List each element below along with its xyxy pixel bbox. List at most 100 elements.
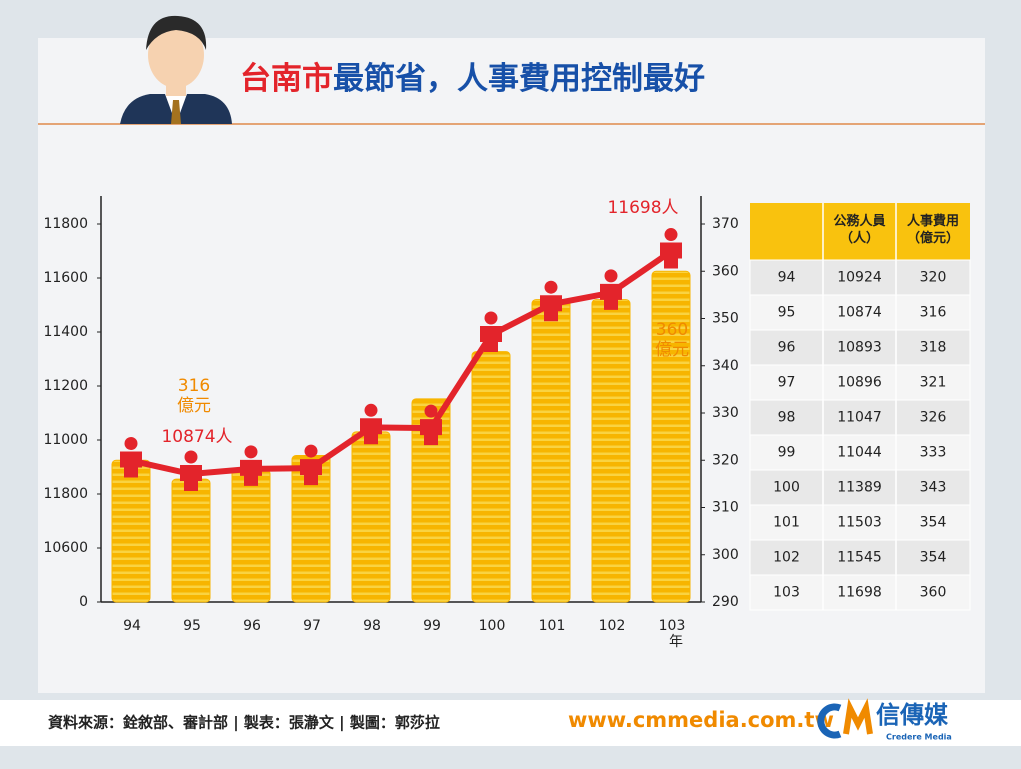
x-axis-label: 年 [669, 634, 683, 650]
table-cell: 99 [778, 445, 796, 461]
marker-head [424, 404, 438, 418]
data-label: 360億元 [655, 320, 689, 360]
marker-head [604, 269, 618, 283]
logo [817, 698, 873, 739]
x-tick-label: 96 [243, 618, 261, 634]
y2-tick-label: 310 [712, 500, 739, 516]
table-cell: 102 [773, 550, 800, 566]
table-cell: 10896 [837, 375, 882, 391]
y-tick-label: 0 [79, 594, 88, 610]
marker-body [180, 465, 202, 492]
marker-head [544, 280, 558, 294]
y2-tick-label: 320 [712, 452, 739, 468]
footer-source: 資料來源：銓敘部、審計部 | 製表：張瀞文 | 製圖：郭莎拉 [48, 714, 440, 733]
marker-head [364, 403, 378, 417]
x-tick-label: 102 [599, 618, 626, 634]
bar [531, 299, 571, 603]
y2-tick-label: 330 [712, 405, 739, 421]
table-row-bg [749, 294, 971, 331]
marker-body [360, 418, 382, 445]
marker-body [540, 295, 562, 322]
table-row-bg [749, 399, 971, 436]
table-row-bg [749, 504, 971, 541]
marker-head [664, 228, 678, 242]
table-cell: 98 [778, 410, 796, 426]
data-label: 10874人 [161, 427, 232, 447]
table-cell: 94 [778, 270, 796, 286]
marker-body [600, 283, 622, 310]
table-cell: 11503 [837, 515, 882, 531]
table-row-bg [749, 329, 971, 366]
table-cell: 343 [920, 480, 947, 496]
y-tick-label: 11800 [43, 486, 88, 502]
x-tick-label: 103 [659, 618, 686, 634]
table-cell: 11044 [837, 445, 882, 461]
table-header: 人事費用（億元） [906, 214, 959, 246]
y-tick-label: 11200 [43, 378, 88, 394]
y2-tick-label: 290 [712, 594, 739, 610]
person-marker [540, 280, 562, 322]
footer-url: www.cmmedia.com.tw [568, 708, 834, 732]
person-marker [240, 445, 262, 486]
person-marker [360, 403, 382, 445]
bar [171, 478, 211, 603]
marker-body [240, 459, 262, 486]
y2-tick-label: 370 [712, 216, 739, 232]
x-tick-label: 97 [303, 618, 321, 634]
bar [411, 398, 451, 603]
table-cell: 95 [778, 305, 796, 321]
line [130, 249, 673, 478]
bar [591, 299, 631, 603]
table-row-bg [749, 259, 971, 296]
table-cell: 333 [920, 445, 947, 461]
table-row-bg [749, 364, 971, 401]
person-marker [300, 444, 322, 486]
table-cell: 326 [920, 410, 947, 426]
table-cell: 354 [920, 515, 947, 531]
title-highlight: 台南市 [240, 61, 333, 97]
person-marker [480, 311, 502, 352]
y2-tick-label: 360 [712, 263, 739, 279]
x-tick-label: 95 [183, 618, 201, 634]
marker-head [484, 311, 498, 325]
y2-tick-label: 350 [712, 311, 739, 327]
marker-body [480, 325, 502, 352]
bar [231, 469, 271, 603]
table-cell: 316 [920, 305, 947, 321]
x-tick-label: 100 [479, 618, 506, 634]
table-cell: 96 [778, 340, 796, 356]
x-tick-label: 101 [539, 618, 566, 634]
table-row-bg [749, 469, 971, 506]
table-row-bg [749, 574, 971, 611]
bar [471, 351, 511, 603]
table-header-bg [750, 203, 970, 260]
x-tick-label: 99 [423, 618, 441, 634]
marker-body [120, 451, 142, 478]
table-cell: 11698 [837, 585, 882, 601]
x-tick-label: 94 [123, 618, 141, 634]
data-label: 316億元 [177, 376, 211, 416]
marker-head [304, 444, 318, 458]
table-cell: 11545 [837, 550, 882, 566]
title-rest: 最節省，人事費用控制最好 [333, 61, 705, 97]
y2-tick-label: 300 [712, 547, 739, 563]
table-cell: 11389 [837, 480, 882, 496]
y-tick-label: 10600 [43, 540, 88, 556]
x-tick-label: 98 [363, 618, 381, 634]
bar [651, 270, 691, 603]
data-label: 11698人 [607, 198, 678, 218]
table-cell: 320 [920, 270, 947, 286]
person-marker [420, 404, 442, 446]
table-header: 公務人員（人） [833, 214, 886, 246]
table-cell: 100 [773, 480, 800, 496]
footer-brand: 信傳媒 [876, 701, 949, 729]
person-marker [660, 228, 682, 269]
table-cell: 321 [920, 375, 947, 391]
title: 台南市最節省，人事費用控制最好 [240, 61, 705, 97]
table-cell: 11047 [837, 410, 882, 426]
marker-body [660, 242, 682, 269]
table-cell: 10924 [837, 270, 882, 286]
person-marker [120, 437, 142, 478]
table-cell: 97 [778, 375, 796, 391]
